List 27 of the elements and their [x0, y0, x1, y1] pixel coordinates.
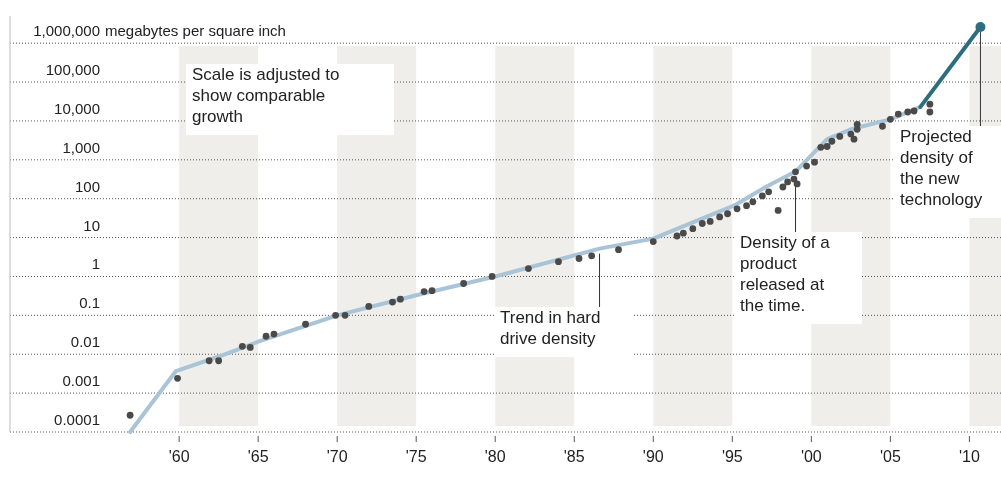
- y-tick-label: 0.1: [79, 294, 100, 312]
- x-tick-label: '85: [563, 448, 585, 465]
- x-tick-label: '70: [326, 448, 348, 465]
- annotation: Scale is adjusted to show comparable growth: [192, 65, 340, 126]
- x-tick-label: '60: [168, 448, 190, 465]
- x-tick-label: '95: [721, 448, 743, 465]
- x-tick-label: '05: [879, 448, 901, 465]
- y-tick-label: 0.001: [62, 372, 100, 390]
- x-tick-label: '10: [958, 448, 980, 465]
- annotation: Density of a product released at the time.: [740, 233, 831, 315]
- x-tick-label: '80: [484, 448, 506, 465]
- y-tick-label: 0.01: [70, 333, 100, 351]
- annotation: Projected density of the new technology: [900, 127, 983, 209]
- x-tick-label: '65: [247, 448, 269, 465]
- x-tick-label: '75: [405, 448, 427, 465]
- y-tick-label: 100: [74, 177, 100, 195]
- y-tick-label: 1,000: [62, 138, 100, 156]
- y-axis-title: megabytes per square inch: [105, 22, 286, 40]
- y-tick-label: 10,000: [54, 99, 100, 117]
- y-tick-label: 1: [91, 255, 100, 273]
- x-tick-label: '90: [642, 448, 664, 465]
- x-tick-label: '00: [800, 448, 822, 465]
- y-tick-label: 1,000,000: [33, 22, 100, 40]
- annotation: Trend in hard drive density: [500, 308, 601, 348]
- y-tick-label: 10: [83, 216, 100, 234]
- y-tick-label: 0.0001: [54, 411, 100, 428]
- y-tick-label: 100,000: [45, 61, 100, 79]
